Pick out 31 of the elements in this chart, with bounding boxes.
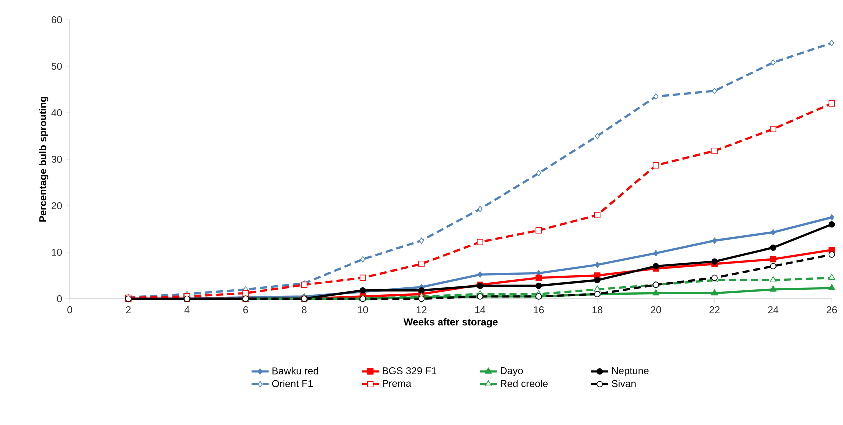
legend-label: Sivan	[612, 380, 636, 388]
y-tick-label: 60	[52, 16, 62, 24]
y-tick-label: 40	[52, 109, 62, 117]
x-tick-label: 12	[416, 306, 427, 314]
y-tick-label: 30	[52, 156, 62, 164]
x-tick-label: 0	[68, 306, 72, 314]
x-tick-label: 20	[651, 306, 662, 314]
x-tick-label: 14	[476, 306, 486, 314]
x-tick-label: 10	[358, 306, 368, 314]
y-tick-label: 0	[57, 295, 62, 303]
x-tick-label: 2	[126, 306, 131, 314]
x-tick-label: 22	[710, 306, 720, 314]
x-tick-label: 26	[826, 306, 838, 314]
y-axis-title: Percentage bulb sprouting	[39, 97, 49, 222]
legend-label: Bawku red	[272, 367, 318, 375]
x-tick-label: 18	[592, 306, 603, 314]
legend-label: Orient F1	[272, 380, 313, 388]
x-axis-title: Weeks after storage	[404, 318, 498, 328]
y-tick-label: 50	[52, 62, 62, 70]
x-tick-label: 16	[534, 306, 544, 314]
x-tick-label: 4	[184, 306, 190, 314]
legend-label: Prema	[383, 380, 412, 388]
x-tick-label: 6	[244, 306, 248, 314]
y-tick-label: 10	[52, 248, 62, 256]
legend-label: Red creole	[501, 380, 548, 388]
x-tick-label: 24	[768, 306, 779, 314]
y-tick-label: 20	[52, 202, 62, 210]
legend-label: BGS 329 F1	[383, 367, 437, 375]
x-tick-label: 8	[302, 306, 307, 314]
legend-label: Dayo	[501, 368, 524, 376]
legend-label: Neptune	[612, 368, 649, 376]
